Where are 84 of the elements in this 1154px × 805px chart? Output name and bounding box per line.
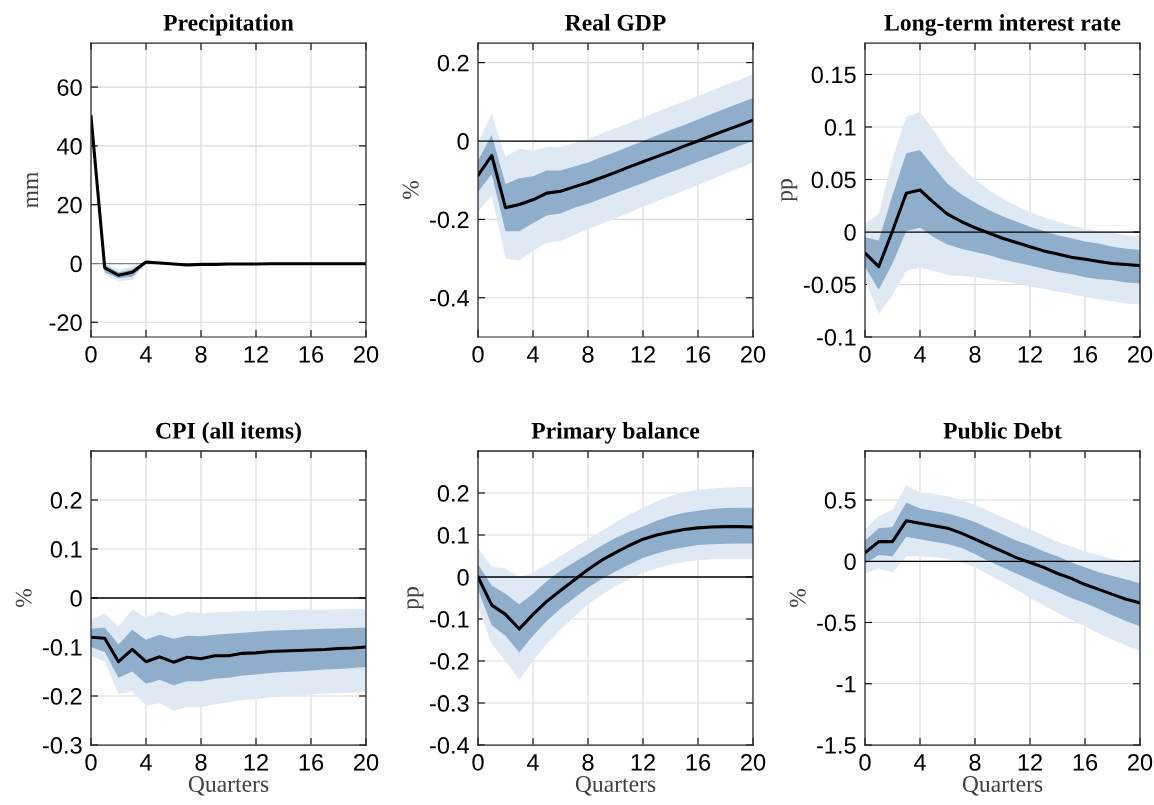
x-tick-label: 16	[1073, 753, 1098, 771]
y-tick-label: -0.5	[817, 614, 856, 632]
y-tick-label: -0.2	[43, 688, 82, 705]
y-tick-label: 0.2	[437, 54, 469, 72]
y-axis-title: pp	[407, 587, 424, 610]
x-tick-label: 0	[859, 345, 871, 363]
x-tick-label: 8	[969, 345, 981, 363]
x-tick-label: 4	[139, 346, 152, 363]
x-tick-label: 16	[299, 753, 324, 771]
x-tick-label: 16	[1073, 345, 1098, 363]
x-tick-label: 20	[741, 753, 766, 771]
y-tick-label: 20	[57, 196, 82, 214]
x-tick-label: 16	[686, 345, 711, 363]
x-axis-title: Quarters	[188, 776, 269, 796]
y-axis-title: mm	[26, 172, 38, 208]
x-tick-label: 12	[244, 345, 268, 363]
x-tick-label: 0	[472, 753, 484, 771]
x-tick-label: 20	[354, 753, 379, 771]
x-tick-label: 20	[1128, 345, 1153, 363]
y-tick-label: -0.1	[430, 611, 469, 628]
x-tick-label: 8	[195, 753, 207, 771]
x-tick-label: 12	[1018, 753, 1042, 771]
y-axis-title: pp	[781, 179, 798, 202]
y-tick-label: -0.2	[430, 653, 469, 670]
y-tick-label: 0	[457, 569, 469, 586]
x-tick-label: 4	[913, 346, 926, 363]
y-tick-label: -0.4	[430, 289, 469, 307]
x-tick-label: 8	[195, 345, 207, 363]
y-tick-label: 0	[844, 553, 856, 571]
x-tick-label: 16	[299, 345, 324, 363]
y-tick-label: 0.1	[50, 541, 82, 558]
x-tick-label: 16	[686, 753, 711, 771]
y-tick-label: 0	[457, 133, 469, 150]
chart-title: CPI (all items)	[156, 422, 301, 444]
y-axis-title: %	[402, 180, 419, 200]
chart-title: Public Debt	[943, 422, 1062, 439]
y-tick-label: 0.1	[437, 527, 469, 544]
x-tick-label: 4	[526, 346, 539, 363]
x-tick-label: 4	[526, 754, 539, 771]
y-tick-label: 0	[70, 255, 82, 273]
x-tick-label: 20	[1128, 753, 1153, 771]
x-axis-title: Quarters	[575, 776, 656, 796]
x-tick-label: 0	[472, 345, 484, 363]
y-tick-label: -1.5	[817, 737, 856, 754]
y-tick-label: 60	[57, 79, 82, 96]
y-tick-label: -1	[836, 676, 856, 693]
y-tick-label: 0	[70, 590, 82, 607]
y-tick-label: 0.2	[437, 485, 469, 502]
x-tick-label: 12	[631, 345, 655, 363]
chart-title: Real GDP	[565, 14, 666, 31]
y-tick-label: 0.15	[811, 66, 856, 84]
y-axis-title: %	[15, 588, 32, 608]
y-tick-label: 0.1	[824, 119, 856, 136]
chart-title: Precipitation	[163, 14, 294, 36]
x-axis-title: Quarters	[962, 776, 1043, 796]
y-tick-label: -0.2	[430, 211, 469, 229]
x-tick-label: 12	[244, 753, 268, 771]
y-tick-label: -0.1	[43, 639, 82, 656]
y-tick-label: -20	[49, 314, 82, 332]
x-tick-label: 20	[741, 345, 766, 363]
x-tick-label: 12	[1018, 345, 1042, 363]
x-tick-label: 20	[354, 345, 379, 363]
chart-title: Primary balance	[531, 422, 700, 444]
x-tick-label: 12	[631, 753, 655, 771]
y-tick-label: -0.1	[817, 329, 856, 346]
x-tick-label: 8	[582, 753, 594, 771]
y-tick-label: 0	[844, 224, 856, 241]
x-tick-label: 8	[582, 345, 594, 363]
x-tick-label: 0	[85, 753, 97, 771]
y-tick-label: 40	[56, 137, 82, 155]
y-tick-label: 0.2	[50, 492, 82, 509]
x-tick-label: 4	[913, 754, 926, 771]
y-tick-label: -0.3	[43, 737, 82, 754]
y-tick-label: -0.3	[430, 695, 469, 712]
x-tick-label: 4	[139, 754, 152, 771]
x-tick-label: 0	[85, 345, 97, 363]
y-tick-label: 0.5	[824, 492, 856, 509]
chart-title: Long-term interest rate	[884, 14, 1121, 36]
y-axis-title: %	[789, 588, 806, 608]
y-tick-label: 0.05	[811, 171, 856, 189]
y-tick-label: -0.05	[803, 276, 856, 294]
x-tick-label: 8	[969, 753, 981, 771]
y-tick-label: -0.4	[430, 737, 469, 754]
x-tick-label: 0	[859, 753, 871, 771]
